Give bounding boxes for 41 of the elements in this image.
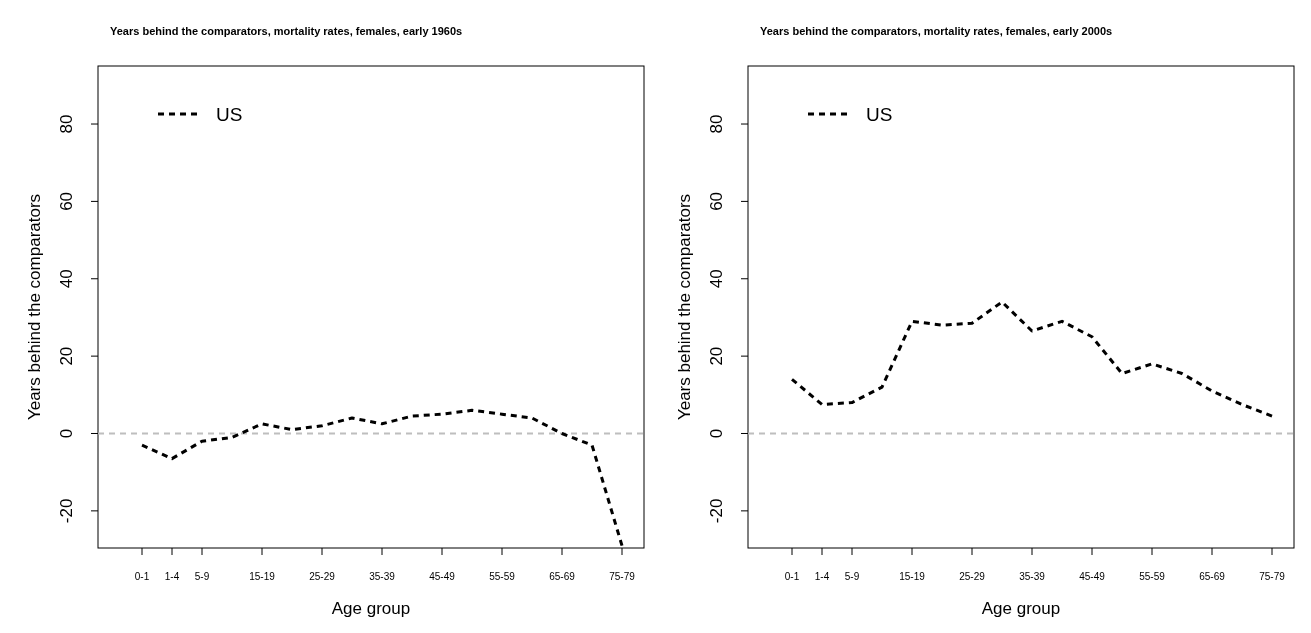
chart-title: Years behind the comparators, mortality rates, females, early 2000s bbox=[760, 25, 1113, 37]
x-tick-label: 15-19 bbox=[249, 571, 276, 582]
y-tick-label: 60 bbox=[57, 191, 76, 211]
x-tick-label: 65-69 bbox=[549, 571, 576, 582]
x-tick-label: 0-1 bbox=[784, 571, 800, 582]
y-tick-label: -20 bbox=[707, 498, 726, 524]
x-tick-label: 15-19 bbox=[899, 571, 926, 582]
y-tick-label: 20 bbox=[707, 346, 726, 366]
legend-label: US bbox=[866, 104, 893, 125]
y-tick-label: 80 bbox=[707, 114, 726, 134]
x-tick-label: 5-9 bbox=[844, 571, 860, 582]
x-tick-label: 75-79 bbox=[609, 571, 636, 582]
x-tick-label: 55-59 bbox=[1139, 571, 1166, 582]
chart-title: Years behind the comparators, mortality rates, females, early 1960s bbox=[110, 25, 463, 37]
y-tick-label: 0 bbox=[57, 428, 76, 439]
x-tick-label: 25-29 bbox=[959, 571, 986, 582]
x-tick-label: 1-4 bbox=[814, 571, 830, 582]
y-tick-label: 80 bbox=[57, 114, 76, 134]
x-tick-label: 45-49 bbox=[429, 571, 456, 582]
x-tick-label: 75-79 bbox=[1259, 571, 1286, 582]
y-axis-title: Years behind the comparators bbox=[25, 193, 44, 421]
x-tick-label: 0-1 bbox=[134, 571, 150, 582]
y-tick-label: -20 bbox=[57, 498, 76, 524]
y-axis-title: Years behind the comparators bbox=[675, 193, 694, 421]
x-tick-label: 45-49 bbox=[1079, 571, 1106, 582]
x-tick-label: 5-9 bbox=[194, 571, 210, 582]
y-tick-label: 40 bbox=[707, 269, 726, 289]
x-tick-label: 1-4 bbox=[164, 571, 180, 582]
x-tick-label: 65-69 bbox=[1199, 571, 1226, 582]
x-tick-label: 35-39 bbox=[369, 571, 396, 582]
x-tick-label: 25-29 bbox=[309, 571, 336, 582]
y-tick-label: 60 bbox=[707, 191, 726, 211]
x-axis-title: Age group bbox=[981, 599, 1061, 618]
legend-label: US bbox=[216, 104, 243, 125]
y-tick-label: 20 bbox=[57, 346, 76, 366]
x-tick-label: 55-59 bbox=[489, 571, 516, 582]
y-tick-label: 0 bbox=[707, 428, 726, 439]
y-tick-label: 40 bbox=[57, 269, 76, 289]
line-series bbox=[790, 300, 1274, 418]
x-tick-label: 35-39 bbox=[1019, 571, 1046, 582]
x-axis-title: Age group bbox=[331, 599, 411, 618]
